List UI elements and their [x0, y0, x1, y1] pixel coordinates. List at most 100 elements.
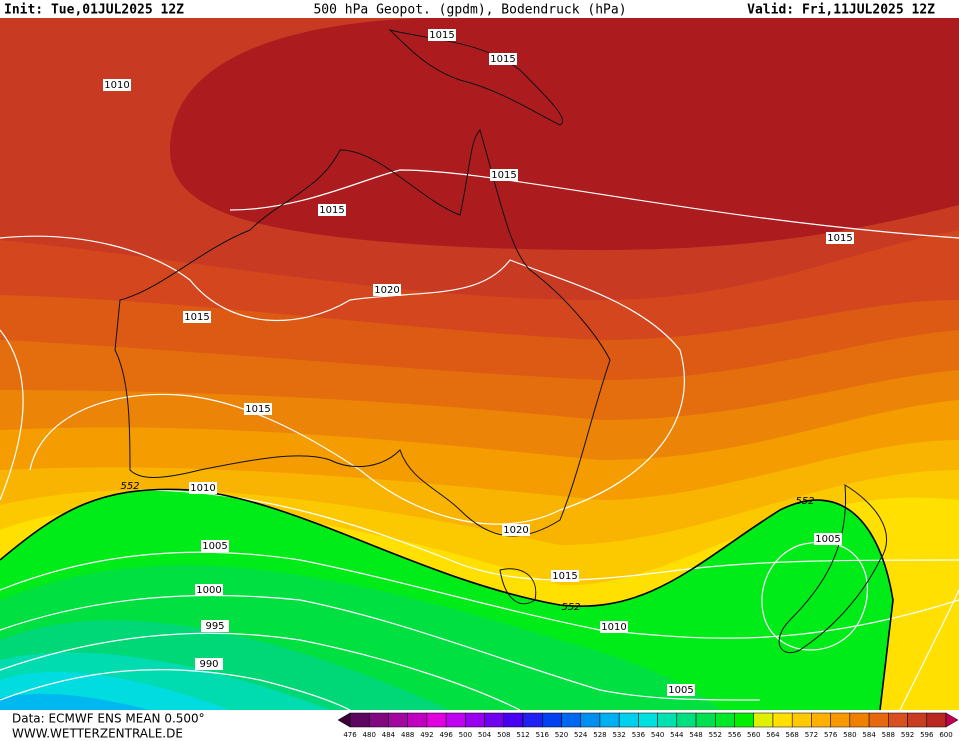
colorbar-label: 560: [747, 731, 760, 739]
band: [170, 18, 959, 250]
colorbar-cell: [849, 712, 870, 728]
isobar-label-box: [201, 540, 229, 552]
colorbar-label: 556: [728, 731, 742, 739]
colorbar-cell: [676, 712, 697, 728]
colorbar-label: 564: [766, 731, 780, 739]
colorbar-label: 508: [497, 731, 510, 739]
site: WWW.WETTERZENTRALE.DE: [12, 727, 183, 741]
colorbar-cell: [638, 712, 658, 728]
colorbar-cell: [791, 712, 812, 728]
isobar-label: 1020: [503, 525, 528, 536]
colorbar-cell: [368, 712, 389, 728]
isobar-label: 995: [205, 621, 224, 632]
isobar-label: 1015: [552, 571, 577, 582]
isobar-label-box: [103, 79, 131, 91]
isobar: [0, 551, 959, 639]
isobar-label: 990: [199, 659, 218, 670]
colorbar-label: 548: [689, 731, 702, 739]
isobar-label-box: [189, 482, 217, 494]
band: [0, 693, 150, 710]
colorbar-label: 500: [459, 731, 472, 739]
colorbar-label: 504: [478, 731, 492, 739]
isobar-label-box: [428, 29, 456, 41]
header-bar: [0, 0, 959, 18]
isobar-label-box: [667, 684, 695, 696]
isobar-label-box: [244, 403, 272, 415]
colorbar-cell: [926, 712, 947, 728]
isobar-label: 1015: [245, 404, 270, 415]
data-source: Data: ECMWF ENS MEAN 0.500°: [12, 712, 205, 726]
isobar-label-box: [489, 53, 517, 65]
colorbar-label: 516: [536, 731, 550, 739]
geopotential-label: 552: [795, 496, 814, 507]
isobar-label-box: [814, 533, 842, 545]
isobar-label-box: [600, 621, 628, 633]
colorbar-label: 480: [363, 731, 376, 739]
isobar-label: 1015: [429, 30, 454, 41]
isobar-label-box: [826, 232, 854, 244]
colorbar-label: 512: [516, 731, 529, 739]
colorbar-cell: [753, 712, 774, 728]
isobar-label-box: [551, 570, 579, 582]
isobar-label: 1015: [319, 205, 344, 216]
colorbar-cell: [426, 712, 447, 728]
colorbar-cell: [907, 712, 928, 728]
map-title: 500 hPa Geopot. (gpdm), Bodendruck (hPa): [313, 3, 626, 18]
colorbar-cell: [772, 712, 793, 728]
isobar-label: 1010: [190, 483, 215, 494]
isobar: [229, 169, 959, 239]
isobar-label: 1010: [104, 80, 129, 91]
colorbar-cell: [715, 712, 735, 728]
colorbar-label: 584: [862, 731, 876, 739]
isobar-label-box: [318, 204, 346, 216]
colorbar-cell: [830, 712, 851, 728]
colorbar-cell: [445, 712, 466, 728]
colorbar-label: 572: [805, 731, 818, 739]
colorbar-cell: [522, 712, 543, 728]
geopotential-field: [0, 18, 959, 710]
isobar-label: 1010: [601, 622, 626, 633]
colorbar-label: 592: [901, 731, 914, 739]
colorbar-cell: [868, 712, 889, 728]
colorbar-cell: [888, 712, 908, 728]
isobar-label-box: [201, 620, 229, 632]
isobar: [0, 668, 351, 711]
colorbar-cell: [695, 712, 716, 728]
colorbar-label: 484: [382, 731, 396, 739]
colorbar-arrow: [945, 712, 959, 728]
isobar-label: 1005: [668, 685, 693, 696]
isobar-label-box: [502, 524, 530, 536]
isobar-label-box: [195, 658, 223, 670]
geopotential-label: 552: [561, 602, 580, 613]
isobar-label: 1020: [374, 285, 399, 296]
new-zealand: [778, 484, 887, 654]
colorbar-cell: [542, 712, 562, 728]
colorbar-label: 492: [420, 731, 433, 739]
colorbar-label: 580: [843, 731, 856, 739]
geopotential-label: 552: [120, 481, 139, 492]
colorbar-label: 576: [824, 731, 838, 739]
isobar-label-box: [183, 311, 211, 323]
isobars: [0, 169, 959, 711]
colorbar-cell: [388, 712, 408, 728]
isobar-label-box: [195, 584, 223, 596]
init-time: Init: Tue,01JUL2025 12Z: [4, 3, 184, 18]
isobar: [0, 632, 521, 711]
isobar-label-box: [490, 169, 518, 181]
contour-552: [0, 488, 894, 711]
colorbar-label: 496: [439, 731, 453, 739]
colorbar-cell: [407, 712, 428, 728]
colorbar-label: 588: [882, 731, 895, 739]
colorbar-label: 532: [612, 731, 625, 739]
colorbar-label: 544: [670, 731, 684, 739]
colorbar-label: 568: [786, 731, 799, 739]
colorbar-cell: [561, 712, 581, 728]
colorbar-cell: [599, 712, 620, 728]
colorbar-cell: [503, 712, 524, 728]
colorbar-cell: [349, 712, 370, 728]
colorbar-label: 488: [401, 731, 414, 739]
isobar-label: 1005: [202, 541, 227, 552]
australia: [114, 129, 611, 537]
colorbar-cell: [657, 712, 678, 728]
